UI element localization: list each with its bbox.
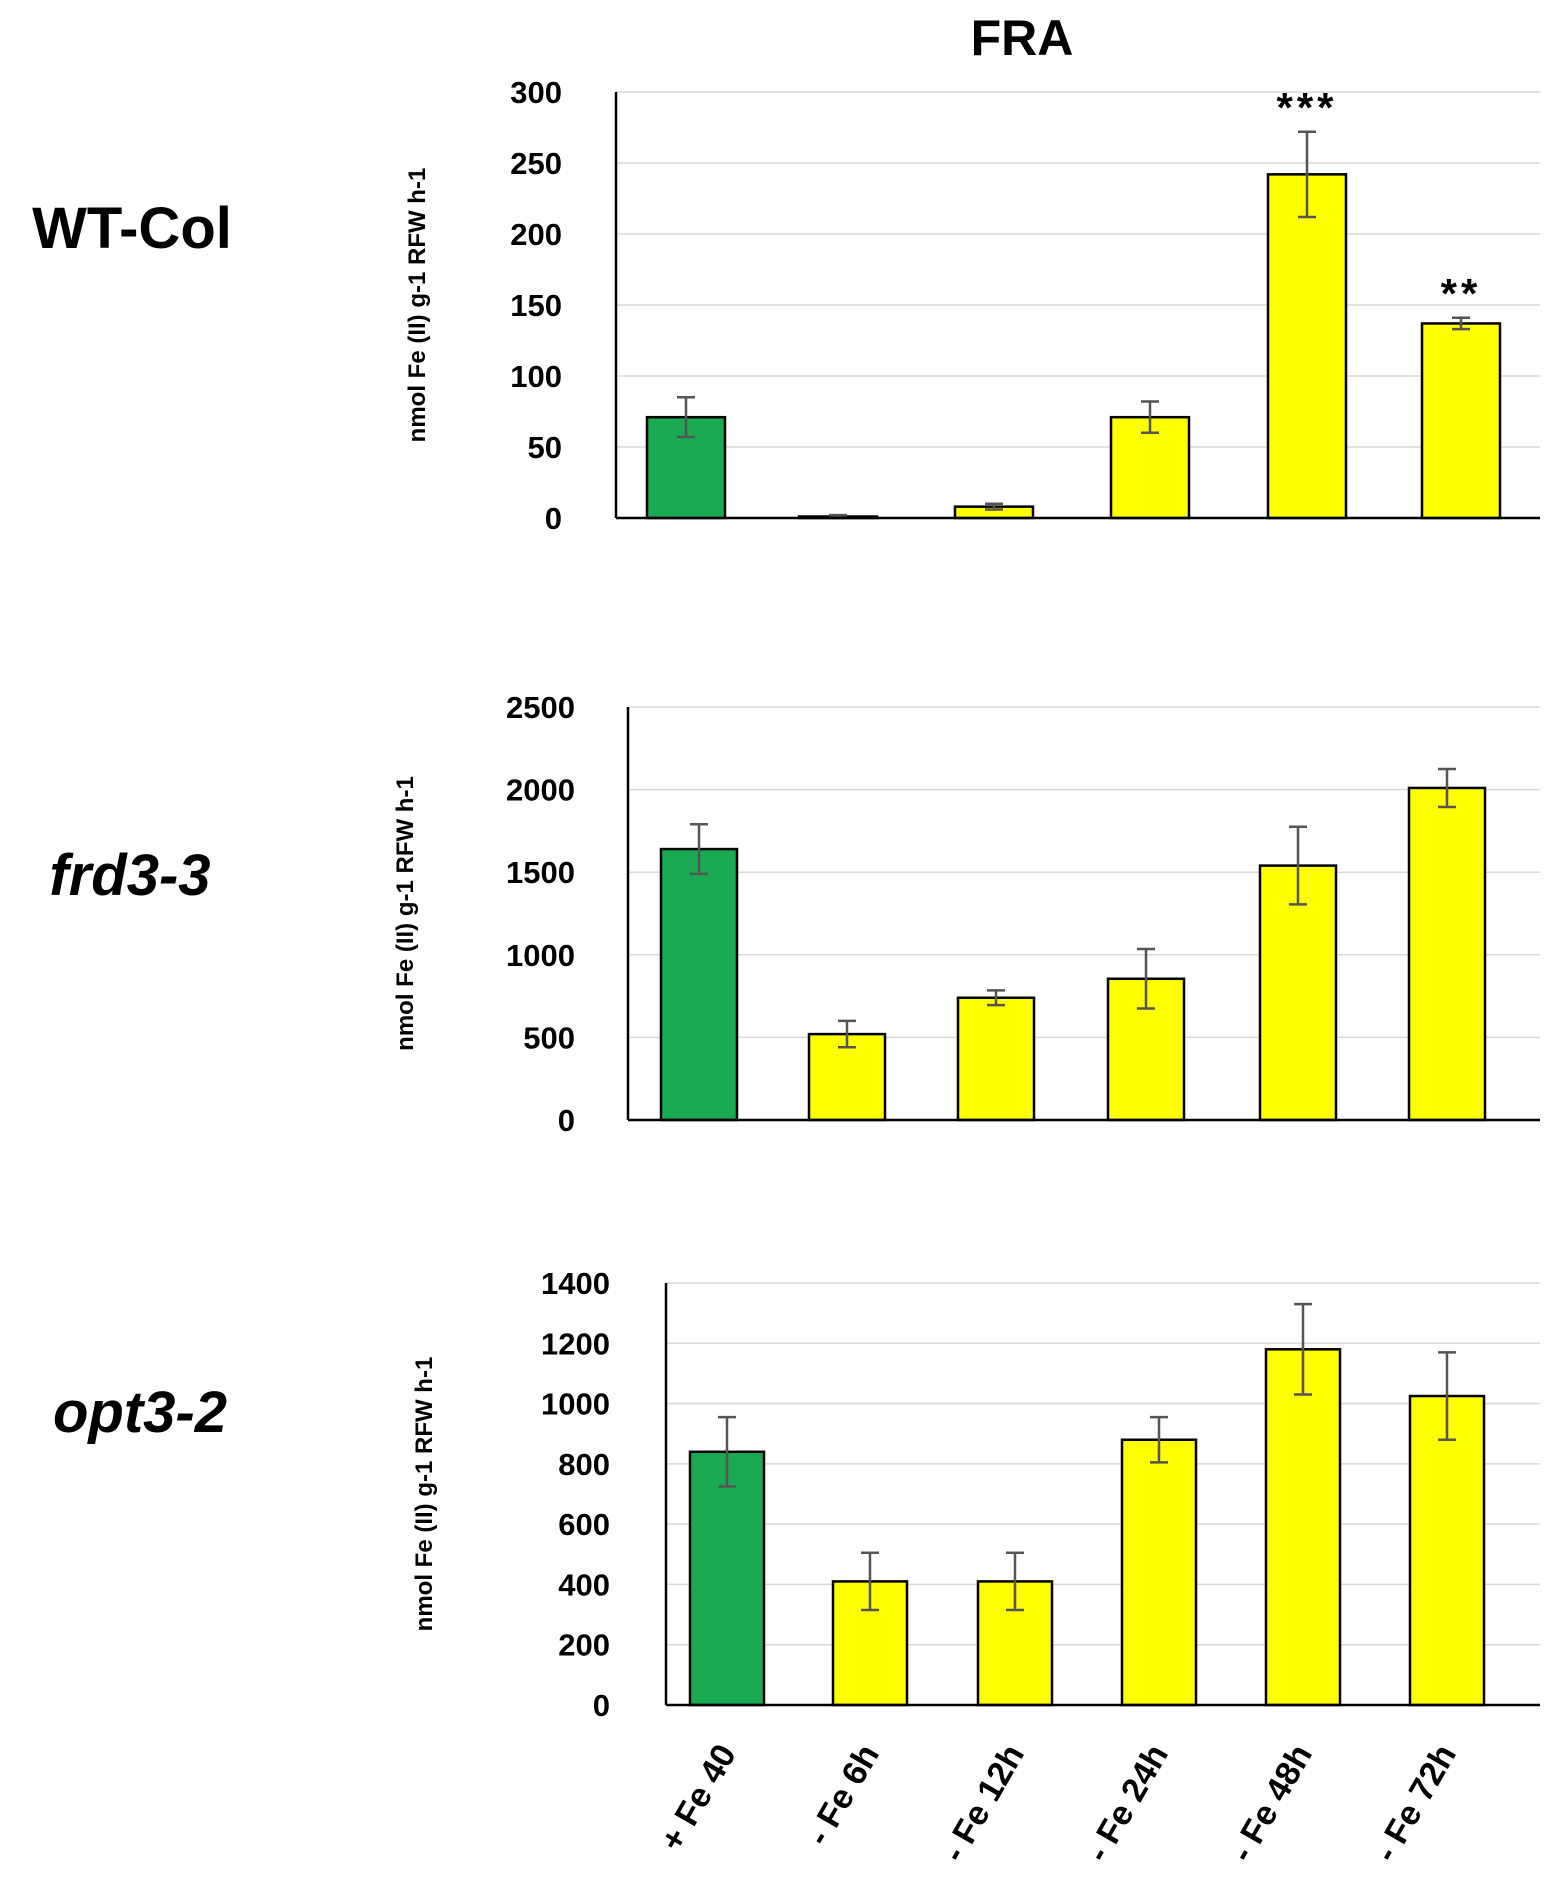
y-tick-label: 200	[510, 217, 562, 252]
genotype-label: frd3-3	[49, 843, 210, 908]
y-tick-label: 50	[528, 430, 562, 465]
significance-marker: **	[1441, 270, 1482, 317]
bar-+ Fe 40	[688, 1450, 766, 1707]
y-tick-label: 250	[510, 146, 562, 181]
y-tick-label: 1500	[506, 855, 575, 890]
x-category-label: + Fe 40	[653, 1738, 744, 1858]
y-tick-label: 2500	[506, 690, 575, 725]
bar-- Fe 24h	[1120, 1438, 1198, 1707]
y-tick-label: 0	[593, 1688, 610, 1723]
x-category-label: - Fe 12h	[935, 1738, 1032, 1868]
y-tick-label: 150	[510, 288, 562, 323]
genotype-label: opt3-2	[53, 1380, 227, 1445]
y-tick-label: 1200	[541, 1326, 610, 1361]
y-axis-label: nmol Fe (II) g-1 RFW h-1	[411, 1357, 438, 1632]
significance-marker: ***	[1276, 84, 1337, 131]
bar-- Fe 48h	[1264, 1348, 1342, 1707]
x-category-label: - Fe 24h	[1079, 1738, 1176, 1868]
y-tick-label: 1000	[506, 938, 575, 973]
y-tick-label: 100	[510, 359, 562, 394]
chart-panel-opt3-2: opt3-2 nmol Fe (II) g-1 RFW h-1 0 200 400 600…	[53, 1266, 1540, 1868]
y-tick-label: 1000	[541, 1387, 610, 1422]
bar-+ Fe 40	[659, 847, 739, 1122]
y-tick-label: 800	[558, 1447, 610, 1482]
y-tick-label: 0	[558, 1103, 575, 1138]
x-category-label: - Fe 72h	[1367, 1738, 1464, 1868]
y-axis-label: nmol Fe (II) g-1 RFW h-1	[404, 168, 431, 443]
y-tick-label: 0	[545, 501, 562, 536]
bar-- Fe 72h	[1420, 322, 1502, 520]
panels: WT-Col nmol Fe (II) g-1 RFW h-1 0 50 100 150 2…	[32, 75, 1540, 1868]
chart-panel-WT-Col: WT-Col nmol Fe (II) g-1 RFW h-1 0 50 100 150 2…	[32, 75, 1540, 536]
y-tick-label: 1400	[541, 1266, 610, 1301]
bar-- Fe 48h	[1266, 173, 1348, 520]
y-tick-label: 300	[510, 75, 562, 110]
figure-title: FRA	[971, 10, 1074, 66]
bar-- Fe 12h	[956, 996, 1036, 1122]
chart-panel-frd3-3: frd3-3 nmol Fe (II) g-1 RFW h-1 0 500 1000 15…	[49, 690, 1540, 1138]
genotype-label: WT-Col	[32, 196, 232, 261]
bar-- Fe 48h	[1258, 864, 1338, 1122]
y-axis-label: nmol Fe (II) g-1 RFW h-1	[392, 776, 419, 1051]
y-tick-label: 400	[558, 1567, 610, 1602]
bar-- Fe 24h	[1109, 415, 1191, 520]
x-category-label: - Fe 48h	[1223, 1738, 1320, 1868]
x-category-label: - Fe 6h	[799, 1738, 887, 1852]
y-tick-label: 2000	[506, 773, 575, 808]
bar-- Fe 72h	[1407, 786, 1487, 1122]
y-tick-label: 500	[523, 1020, 575, 1055]
y-tick-label: 600	[558, 1507, 610, 1542]
bar-- Fe 72h	[1408, 1394, 1486, 1707]
y-tick-label: 200	[558, 1628, 610, 1663]
